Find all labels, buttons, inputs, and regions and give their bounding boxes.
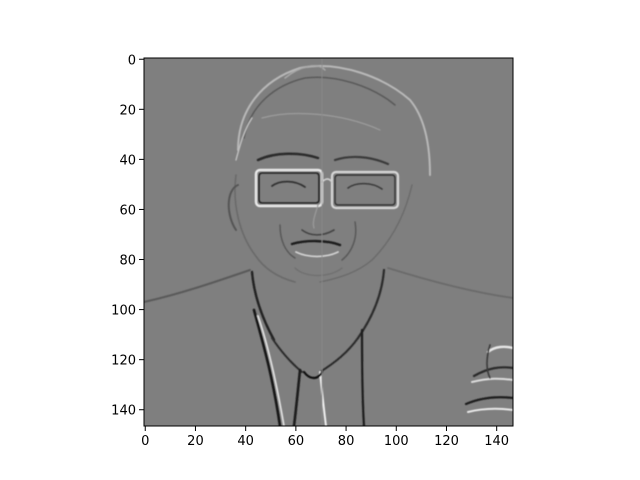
nose-bridge — [312, 204, 319, 229]
portrait-edges — [144, 58, 513, 426]
y-tick-label: 120 — [111, 354, 136, 369]
lapel-left-light — [257, 315, 285, 426]
collar-right — [319, 337, 359, 373]
y-tick-label: 20 — [119, 103, 136, 118]
hand-finger-2 — [472, 366, 513, 378]
y-tick-label: 80 — [119, 254, 136, 269]
hair-outline-dark — [243, 76, 396, 139]
y-tick-label: 0 — [128, 53, 136, 68]
glasses-bridge — [321, 178, 333, 183]
face-left — [234, 174, 296, 283]
glasses-lens-right-inner — [334, 174, 396, 206]
x-tick-label: 40 — [237, 434, 254, 449]
tie-right — [319, 371, 327, 426]
neck-left — [250, 270, 276, 342]
axes-frame — [143, 57, 514, 427]
x-tick-label: 140 — [484, 434, 509, 449]
glasses-lens-right — [330, 170, 400, 210]
x-tick-label: 60 — [288, 434, 305, 449]
cheek-right — [341, 221, 357, 261]
y-axis: 0 20 40 60 80 100 120 140 — [111, 53, 144, 419]
eye-right — [347, 182, 383, 190]
ear-left — [227, 184, 239, 231]
hair-top — [284, 65, 326, 79]
image-area — [144, 58, 513, 426]
mouth-upper — [290, 239, 342, 247]
hand-finger-3 — [471, 377, 513, 383]
x-tick-label: 0 — [141, 434, 149, 449]
hand-thumb — [486, 344, 491, 379]
glasses-lens-left-inner — [258, 172, 320, 204]
x-tick-label: 80 — [338, 434, 355, 449]
mouth-lower — [295, 251, 339, 258]
eyebrow-right — [333, 155, 390, 166]
hand-finger-5 — [467, 407, 513, 413]
nose-bottom — [301, 229, 335, 236]
chin — [294, 267, 343, 277]
tie-knot — [302, 370, 324, 380]
lapel-left — [252, 308, 282, 426]
shoulder-right — [387, 267, 513, 299]
face-right — [319, 184, 413, 283]
hair-left-curl — [235, 117, 253, 161]
lapel-right — [360, 328, 366, 426]
cheek-left — [279, 224, 296, 259]
x-tick-label: 20 — [187, 434, 204, 449]
y-tick-label: 40 — [119, 153, 136, 168]
eye-left — [271, 180, 306, 188]
x-axis: 0 20 40 60 80 100 120 140 — [141, 426, 509, 449]
hand-finger-4 — [464, 396, 513, 406]
hair-outline-light — [237, 65, 431, 176]
y-tick-label: 140 — [111, 404, 136, 419]
hairline — [261, 112, 381, 131]
x-tick-label: 100 — [384, 434, 409, 449]
y-tick-label: 60 — [119, 203, 136, 218]
hand-finger-1 — [486, 345, 513, 354]
y-tick-label: 100 — [111, 304, 136, 319]
shoulder-left — [144, 269, 251, 303]
eyebrow-left — [256, 152, 320, 162]
tie-left — [292, 368, 302, 426]
x-tick-label: 120 — [434, 434, 459, 449]
